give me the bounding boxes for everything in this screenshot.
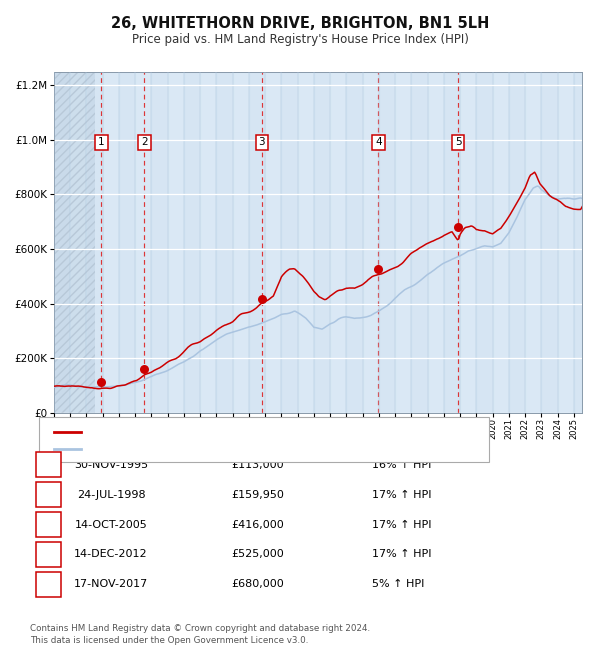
Text: 17% ↑ HPI: 17% ↑ HPI xyxy=(372,549,431,560)
Text: 2: 2 xyxy=(45,489,52,500)
Bar xyxy=(525,72,541,413)
Bar xyxy=(574,72,582,413)
Bar xyxy=(412,72,428,413)
Bar xyxy=(314,72,330,413)
Text: £416,000: £416,000 xyxy=(232,519,284,530)
Bar xyxy=(54,72,70,413)
Text: £159,950: £159,950 xyxy=(232,489,284,500)
Bar xyxy=(54,72,95,413)
Text: 16% ↑ HPI: 16% ↑ HPI xyxy=(372,460,431,470)
Text: 14-DEC-2012: 14-DEC-2012 xyxy=(74,549,148,560)
Bar xyxy=(379,72,395,413)
Bar xyxy=(151,72,168,413)
Text: £525,000: £525,000 xyxy=(232,549,284,560)
Text: 26, WHITETHORN DRIVE, BRIGHTON, BN1 5LH: 26, WHITETHORN DRIVE, BRIGHTON, BN1 5LH xyxy=(111,16,489,31)
Bar xyxy=(460,72,476,413)
Bar xyxy=(362,72,379,413)
Text: 30-NOV-1995: 30-NOV-1995 xyxy=(74,460,148,470)
Text: 24-JUL-1998: 24-JUL-1998 xyxy=(77,489,145,500)
Text: 1: 1 xyxy=(45,460,52,470)
Bar xyxy=(265,72,281,413)
Bar xyxy=(428,72,444,413)
Bar xyxy=(86,72,103,413)
Text: £113,000: £113,000 xyxy=(232,460,284,470)
Bar xyxy=(217,72,233,413)
Bar xyxy=(444,72,460,413)
Text: 14-OCT-2005: 14-OCT-2005 xyxy=(74,519,148,530)
Text: 4: 4 xyxy=(45,549,52,560)
Text: 5: 5 xyxy=(45,579,52,590)
Bar xyxy=(541,72,557,413)
Bar xyxy=(330,72,346,413)
Bar xyxy=(70,72,86,413)
Bar xyxy=(346,72,362,413)
Bar xyxy=(557,72,574,413)
Bar xyxy=(54,72,95,413)
Bar xyxy=(395,72,412,413)
Text: 17-NOV-2017: 17-NOV-2017 xyxy=(74,579,148,590)
Bar xyxy=(103,72,119,413)
Text: 17% ↑ HPI: 17% ↑ HPI xyxy=(372,489,431,500)
Bar xyxy=(184,72,200,413)
Text: 1: 1 xyxy=(98,138,105,148)
Bar xyxy=(135,72,151,413)
Bar xyxy=(168,72,184,413)
Text: 3: 3 xyxy=(259,138,265,148)
Text: Contains HM Land Registry data © Crown copyright and database right 2024.
This d: Contains HM Land Registry data © Crown c… xyxy=(30,624,370,645)
Text: 5% ↑ HPI: 5% ↑ HPI xyxy=(372,579,424,590)
Bar xyxy=(493,72,509,413)
Bar xyxy=(119,72,135,413)
Text: 5: 5 xyxy=(455,138,461,148)
Text: 2: 2 xyxy=(141,138,148,148)
Text: HPI: Average price, detached house, Brighton and Hove: HPI: Average price, detached house, Brig… xyxy=(87,443,365,454)
Text: 17% ↑ HPI: 17% ↑ HPI xyxy=(372,519,431,530)
Bar xyxy=(233,72,249,413)
Bar xyxy=(509,72,525,413)
Bar xyxy=(249,72,265,413)
Text: Price paid vs. HM Land Registry's House Price Index (HPI): Price paid vs. HM Land Registry's House … xyxy=(131,32,469,46)
Text: 26, WHITETHORN DRIVE, BRIGHTON, BN1 5LH (detached house): 26, WHITETHORN DRIVE, BRIGHTON, BN1 5LH … xyxy=(87,427,408,437)
Bar xyxy=(476,72,493,413)
Bar xyxy=(298,72,314,413)
Text: 3: 3 xyxy=(45,519,52,530)
Bar xyxy=(200,72,217,413)
Bar xyxy=(281,72,298,413)
Text: £680,000: £680,000 xyxy=(232,579,284,590)
Text: 4: 4 xyxy=(375,138,382,148)
